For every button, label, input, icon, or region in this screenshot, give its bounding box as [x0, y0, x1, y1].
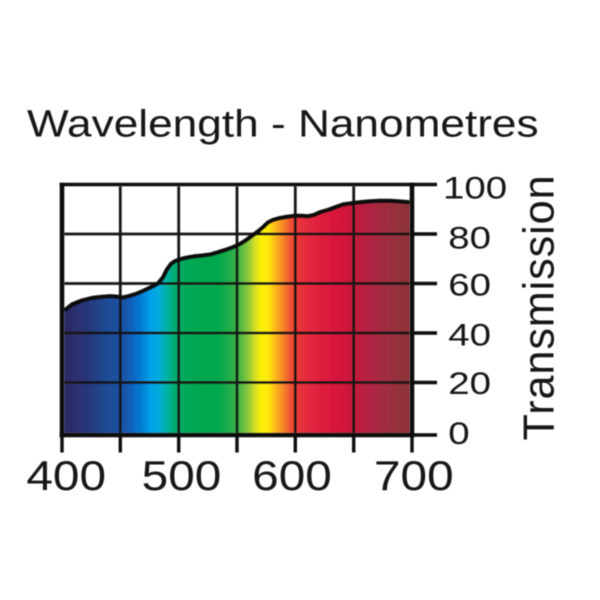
svg-text:40: 40 [448, 318, 491, 353]
svg-text:400: 400 [26, 454, 106, 499]
svg-text:80: 80 [448, 221, 491, 256]
svg-text:20: 20 [448, 366, 491, 401]
svg-text:Wavelength - Nanometres: Wavelength - Nanometres [27, 102, 539, 144]
svg-text:700: 700 [374, 454, 454, 499]
svg-text:500: 500 [142, 454, 222, 499]
svg-text:60: 60 [448, 268, 491, 303]
svg-text:0: 0 [448, 416, 469, 451]
svg-text:100: 100 [443, 171, 507, 206]
svg-text:600: 600 [252, 454, 332, 499]
svg-text:Transmission: Transmission [516, 175, 564, 441]
